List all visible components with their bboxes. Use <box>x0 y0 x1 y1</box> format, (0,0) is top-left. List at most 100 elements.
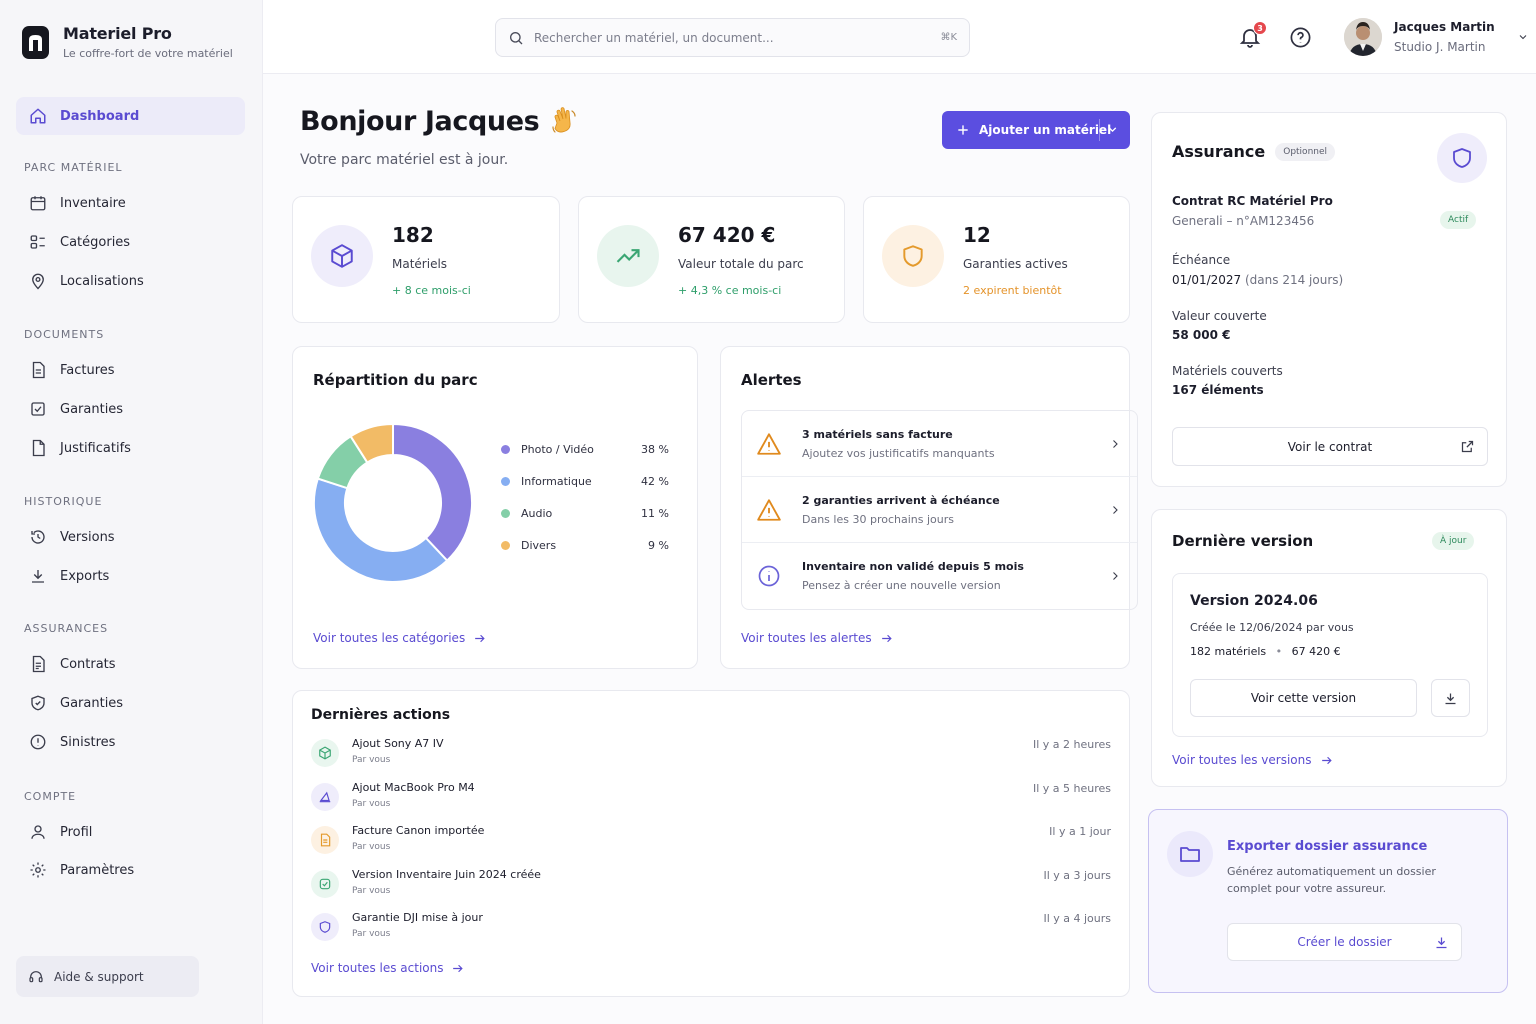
view-categories-link[interactable]: Voir toutes les catégories <box>313 631 486 645</box>
due-value: 01/01/2027 (dans 214 jours) <box>1172 273 1343 287</box>
box-icon <box>311 739 339 767</box>
alert-item[interactable]: 2 garanties arrivent à échéance Dans les … <box>742 477 1137 543</box>
warning-icon <box>756 497 782 523</box>
stat-warning: 2 expirent bientôt <box>963 284 1062 297</box>
alert-subtitle: Ajoutez vos justificatifs manquants <box>802 446 995 460</box>
legend-value: 42 % <box>641 475 669 488</box>
sidebar-item-justificatifs[interactable]: Justificatifs <box>16 429 245 467</box>
action-row[interactable]: Garantie DJI mise à jour Par vous Il y a… <box>311 911 1111 951</box>
stat-value: 182 <box>392 223 434 247</box>
sidebar-item-garanties[interactable]: Garanties <box>16 390 245 428</box>
action-title: Ajout MacBook Pro M4 <box>352 781 475 794</box>
view-contract-button[interactable]: Voir le contrat <box>1172 427 1488 466</box>
action-time: Il y a 3 jours <box>1043 869 1111 882</box>
waving-hand-icon <box>549 106 579 137</box>
due-label: Échéance <box>1172 253 1231 267</box>
stat-trend: + 4,3 % ce mois-ci <box>678 284 782 297</box>
search-bar[interactable]: ⌘K <box>495 18 970 57</box>
stat-card-materiels[interactable]: 182 Matériels + 8 ce mois-ci <box>292 196 560 323</box>
user-menu[interactable]: Jacques Martin Studio J. Martin <box>1344 18 1529 56</box>
sidebar-item-factures[interactable]: Factures <box>16 351 245 389</box>
help-label: Aide & support <box>54 969 144 984</box>
contract-reference: Generali – n°AM123456 <box>1172 214 1315 228</box>
export-title: Exporter dossier assurance <box>1227 839 1428 854</box>
action-author: Par vous <box>352 886 391 896</box>
stat-card-valeur[interactable]: 67 420 € Valeur totale du parc + 4,3 % c… <box>578 196 845 323</box>
download-version-button[interactable] <box>1431 679 1470 717</box>
arrow-right-icon <box>465 632 486 645</box>
create-folder-button[interactable]: Créer le dossier <box>1227 923 1462 961</box>
shield-check-icon <box>28 693 48 713</box>
arrow-right-icon <box>443 962 464 975</box>
action-row[interactable]: Ajout Sony A7 IV Par vous Il y a 2 heure… <box>311 737 1111 777</box>
help-support-button[interactable]: Aide & support <box>16 956 199 997</box>
sidebar-item-inventaire[interactable]: Inventaire <box>16 184 245 222</box>
sidebar: Materiel Pro Le coffre-fort de votre mat… <box>0 0 263 1024</box>
sidebar-item-versions[interactable]: Versions <box>16 518 245 556</box>
sidebar-item-label: Inventaire <box>60 195 126 211</box>
sidebar-item-dashboard[interactable]: Dashboard <box>16 97 245 135</box>
view-versions-link[interactable]: Voir toutes les versions <box>1172 753 1333 767</box>
sidebar-item-parametres[interactable]: Paramètres <box>16 851 245 889</box>
action-row[interactable]: Version Inventaire Juin 2024 créée Par v… <box>311 868 1111 908</box>
add-material-button[interactable]: Ajouter un matériel <box>942 111 1130 149</box>
folder-icon <box>1167 831 1213 877</box>
donut-slice-informatique[interactable] <box>313 477 449 583</box>
headset-icon <box>28 969 44 985</box>
legend-label: Divers <box>521 539 557 552</box>
repartition-title: Répartition du parc <box>313 371 478 389</box>
sidebar-item-categories[interactable]: Catégories <box>16 223 245 261</box>
sidebar-item-profil[interactable]: Profil <box>16 813 245 851</box>
create-folder-label: Créer le dossier <box>1297 935 1392 949</box>
sidebar-item-label: Garanties <box>60 401 124 417</box>
brand-tagline: Le coffre-fort de votre matériel <box>63 47 233 60</box>
view-version-button[interactable]: Voir cette version <box>1190 679 1417 717</box>
view-actions-link[interactable]: Voir toutes les actions <box>311 961 464 975</box>
alert-subtitle: Dans les 30 prochains jours <box>802 512 954 526</box>
due-date: 01/01/2027 <box>1172 273 1242 287</box>
location-pin-icon <box>28 271 48 291</box>
action-row[interactable]: Facture Canon importée Par vous Il y a 1… <box>311 824 1111 864</box>
donut-slice-divers[interactable] <box>349 423 394 464</box>
repartition-card: Répartition du parc Photo / Vidéo 38 % I… <box>292 346 698 669</box>
link-label: Voir toutes les alertes <box>741 631 872 645</box>
stat-label: Garanties actives <box>963 257 1068 271</box>
donut-slice-photo-vid-o[interactable] <box>392 423 473 563</box>
notification-badge: 3 <box>1253 21 1267 35</box>
chevron-down-icon[interactable] <box>1106 123 1119 136</box>
legend-dot <box>501 477 510 486</box>
version-count: 182 matériels <box>1190 645 1267 658</box>
actions-title: Dernières actions <box>311 707 451 723</box>
help-button[interactable] <box>1289 26 1312 49</box>
action-author: Par vous <box>352 799 391 809</box>
alerts-card: Alertes 3 matériels sans facture Ajoutez … <box>720 346 1138 669</box>
action-author: Par vous <box>352 929 391 939</box>
bell-icon <box>1238 25 1264 49</box>
topbar <box>263 0 1536 74</box>
brand[interactable]: Materiel Pro Le coffre-fort de votre mat… <box>22 24 233 60</box>
logo <box>22 25 49 59</box>
version-created: Créée le 12/06/2024 par vous <box>1190 621 1354 634</box>
stat-card-garanties[interactable]: 12 Garanties actives 2 expirent bientôt <box>863 196 1130 323</box>
version-details: Version 2024.06 Créée le 12/06/2024 par … <box>1172 573 1488 737</box>
home-icon <box>28 106 48 126</box>
alert-item[interactable]: 3 matériels sans facture Ajoutez vos just… <box>742 411 1137 477</box>
sidebar-item-exports[interactable]: Exports <box>16 557 245 595</box>
action-row[interactable]: Ajout MacBook Pro M4 Par vous Il y a 5 h… <box>311 781 1111 821</box>
alert-item[interactable]: Inventaire non validé depuis 5 mois Pense… <box>742 543 1137 609</box>
search-input[interactable] <box>534 30 941 45</box>
notifications-button[interactable] <box>1238 25 1264 51</box>
sidebar-item-contrats[interactable]: Contrats <box>16 645 245 683</box>
sidebar-item-garanties-assurance[interactable]: Garanties <box>16 684 245 722</box>
sidebar-item-sinistres[interactable]: Sinistres <box>16 723 245 761</box>
version-name: Version 2024.06 <box>1190 593 1318 609</box>
separator-dot: • <box>1275 645 1283 658</box>
action-time: Il y a 1 jour <box>1049 825 1111 838</box>
sidebar-item-localisations[interactable]: Localisations <box>16 262 245 300</box>
legend-label: Audio <box>521 507 553 520</box>
action-title: Facture Canon importée <box>352 824 485 837</box>
section-documents: DOCUMENTS <box>24 328 105 341</box>
alert-title: Inventaire non validé depuis 5 mois <box>802 560 1024 573</box>
view-alerts-link[interactable]: Voir toutes les alertes <box>741 631 893 645</box>
section-compte: COMPTE <box>24 790 77 803</box>
